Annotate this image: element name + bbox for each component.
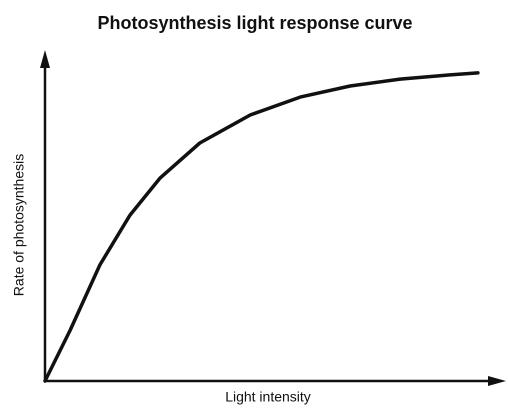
chart-title: Photosynthesis light response curve [97,13,412,33]
curve [43,71,480,383]
y-axis-arrow [40,50,50,68]
y-axis-label: Rate of photosynthesis [11,154,27,296]
x-axis-label: Light intensity [225,389,311,405]
axes [40,50,506,386]
x-axis-arrow [488,376,506,386]
